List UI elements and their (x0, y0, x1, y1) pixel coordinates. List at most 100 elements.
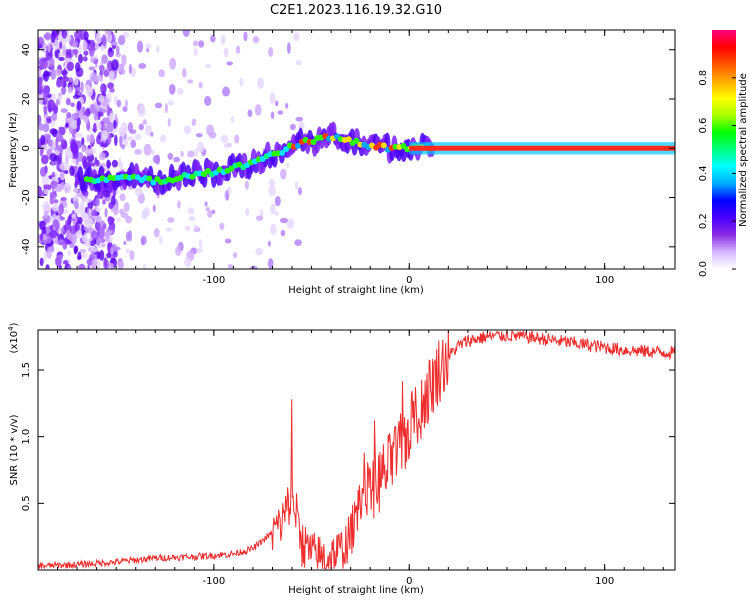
spectral-noise-blob (117, 35, 126, 46)
track-core-blob (279, 149, 286, 156)
spectral-noise-blob (54, 199, 59, 204)
spectral-noise-blob (107, 216, 115, 225)
spectral-noise-blob (193, 224, 198, 231)
spectral-noise-blob (286, 162, 290, 168)
spectral-noise-blob (49, 224, 54, 231)
spectral-noise-blob (89, 103, 96, 115)
track-core-blob (345, 136, 352, 143)
spectral-noise-blob (136, 40, 144, 53)
spectral-noise-blob (61, 30, 68, 39)
spectral-noise-blob (137, 106, 146, 117)
spectral-noise-blob (187, 79, 194, 84)
spectral-noise-blob (81, 106, 86, 113)
spectral-noise-blob (298, 187, 302, 196)
spectral-noise-blob (227, 264, 234, 269)
spectral-noise-blob (111, 59, 119, 71)
spectral-noise-blob (62, 240, 68, 250)
spectral-noise-blob (77, 91, 83, 96)
colorbar-label: Normalized spectral amplitude (738, 73, 749, 227)
spectral-noise-blob (91, 258, 98, 269)
spectrogram-panel: -100 0 100 -40 -20 0 20 40 Height of straight … (8, 29, 676, 296)
spectral-noise-blob (295, 60, 302, 66)
spectral-noise-blob (123, 137, 129, 147)
spectral-noise-blob (177, 87, 184, 95)
spectral-noise-blob (138, 123, 144, 131)
spectral-noise-blob (230, 115, 235, 124)
spectral-noise-blob (42, 86, 50, 97)
spectral-noise-blob (79, 201, 85, 211)
spectral-noise-blob (187, 207, 195, 215)
spectral-noise-blob (106, 230, 113, 235)
spectral-noise-blob (247, 109, 253, 117)
spectral-noise-blob (50, 68, 57, 80)
spectral-noise-blob (182, 30, 190, 37)
spectral-noise-blob (83, 111, 87, 116)
spectral-noise-blob (42, 201, 51, 212)
colorbar-tick-label: 0.6 (698, 118, 709, 134)
spectral-noise-blob (155, 154, 161, 165)
spectral-noise-blob (204, 201, 208, 207)
track-core-blob (283, 146, 290, 153)
spectral-noise-blob (109, 87, 115, 93)
spectral-noise-blob (43, 188, 50, 195)
spectral-noise-blob (71, 213, 77, 220)
spectral-noise-blob (85, 148, 93, 157)
spectral-noise-blob (99, 141, 105, 147)
spectral-noise-blob (198, 239, 203, 248)
spectrogram-x-ticks: -100 0 100 (37, 30, 664, 286)
spectral-noise-blob (270, 203, 276, 215)
spectral-noise-blob (192, 40, 199, 47)
spectral-noise-blob (84, 114, 89, 125)
spectral-noise-blob (95, 215, 102, 223)
spectral-noise-blob (111, 159, 118, 168)
spectral-noise-blob (158, 69, 166, 78)
spectral-noise-blob (47, 42, 51, 53)
spectral-noise-blob (73, 245, 79, 254)
spectral-noise-blob (268, 185, 277, 197)
spectral-noise-blob (286, 42, 291, 55)
spectral-noise-blob (195, 133, 203, 138)
x-tick-label: 100 (595, 576, 614, 587)
carrier-band-core (409, 145, 675, 151)
spectral-noise-blob (106, 159, 111, 169)
spectral-noise-blob (71, 157, 78, 164)
spectral-noise-blob (89, 56, 95, 63)
spectral-noise-blob (193, 148, 198, 158)
spectral-noise-blob (108, 202, 114, 210)
x-tick-label: -100 (203, 275, 226, 286)
spectral-noise-blob (173, 156, 181, 163)
spectral-noise-blob (41, 174, 50, 186)
x-tick-label: 0 (406, 576, 412, 587)
spectral-noise-blob (84, 212, 89, 221)
spectral-noise-blob (83, 31, 89, 41)
spectral-noise-blob (102, 200, 106, 205)
spectral-noise-blob (39, 233, 44, 242)
spectral-noise-blob (50, 160, 59, 165)
spectral-noise-blob (50, 93, 56, 100)
spectral-noise-blob (99, 249, 105, 261)
spectral-noise-blob (97, 227, 105, 239)
x-tick-label: -100 (203, 576, 226, 587)
spectral-noise-blob (38, 123, 44, 131)
spectral-noise-blob (205, 207, 211, 212)
spectral-noise-blob (49, 229, 58, 239)
spectral-noise-blob (86, 39, 91, 44)
spectral-noise-blob (224, 238, 232, 244)
spectral-noise-blob (122, 106, 128, 112)
spectral-noise-blob (72, 187, 79, 193)
spectral-noise-blob (193, 47, 198, 56)
spectral-noise-blob (106, 252, 112, 259)
y-tick-label: 1.5 (21, 362, 32, 378)
track-core-blob (380, 142, 387, 149)
spectral-noise-blob (74, 221, 80, 233)
spectral-noise-blob (110, 246, 114, 255)
track-core-blob (353, 137, 360, 144)
spectral-noise-blob (38, 95, 44, 105)
spectral-noise-blob (138, 63, 147, 69)
spectral-noise-blob (60, 139, 68, 150)
spectral-noise-blob (130, 139, 137, 149)
spectral-noise-blob (59, 172, 65, 179)
spectral-noise-blob (62, 45, 67, 57)
spectral-noise-blob (82, 56, 88, 62)
